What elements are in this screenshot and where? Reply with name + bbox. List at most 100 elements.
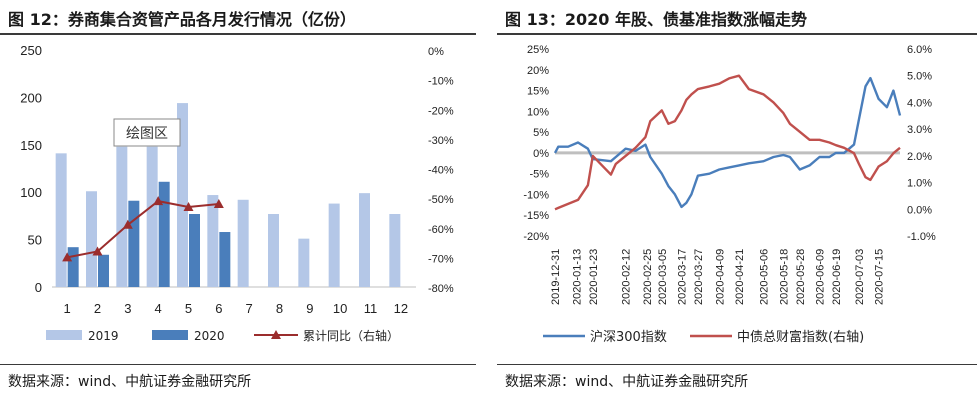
- legend-label-csi300: 沪深300指数: [590, 329, 667, 345]
- y-right-tick-label: -60%: [428, 224, 454, 236]
- right-chart-panel: 图 13：2020 年股、债基准指数涨幅走势 25% 20% 15% 10% 5% 0% -…: [497, 0, 977, 401]
- y-right-tick-label: 2.0%: [907, 151, 932, 163]
- bar-2019: [328, 203, 340, 287]
- y-right-tick-label: 5.0%: [907, 71, 932, 83]
- yoy-marker: [62, 252, 73, 262]
- x-tick-label: 10: [333, 301, 347, 316]
- x-tick-label: 2020-05-28: [795, 249, 807, 305]
- x-tick-label: 2020-03-05: [657, 249, 669, 305]
- legend-swatch-2019: [46, 330, 82, 340]
- yoy-marker: [122, 219, 133, 229]
- bar-2019: [146, 146, 158, 287]
- x-tick-label: 3: [124, 301, 131, 316]
- bar-2019: [55, 153, 67, 287]
- monthly-issuance-chart: 0 50 100 150 200 250 0% -10% -20% -30% -40% -50% -60…: [20, 43, 454, 343]
- x-tick-label: 4: [155, 301, 162, 316]
- x-tick-label: 1: [64, 301, 71, 316]
- x-tick-label: 2020-04-21: [734, 249, 746, 305]
- bar-2019: [268, 214, 279, 287]
- x-tick-label: 8: [276, 301, 283, 316]
- left-chart-panel: 图 12：券商集合资管产品各月发行情况（亿份） 0 50 100 150 200 250 0…: [0, 0, 476, 401]
- y-left-tick-label: 200: [20, 90, 42, 105]
- x-tick-label: 2020-05-06: [759, 249, 771, 305]
- y-left-tick-label: -10%: [523, 189, 549, 201]
- x-tick-label: 2020-03-17: [677, 249, 689, 305]
- bar-2020: [98, 254, 109, 287]
- y-left-tick-label: 0: [35, 280, 42, 295]
- y-left-tick-label: 25%: [527, 44, 549, 56]
- y-right-tick-label: 1.0%: [907, 178, 932, 190]
- bar-2019: [207, 195, 219, 287]
- y-right-tick-label: -20%: [428, 105, 454, 117]
- y-left-tick-label: 20%: [527, 65, 549, 77]
- bar-2020: [158, 181, 170, 287]
- x-tick-label: 2020-05-18: [778, 249, 790, 305]
- y-right-tick-label: -80%: [428, 283, 454, 295]
- yoy-marker: [213, 199, 224, 209]
- y-right-tick-label: 3.0%: [907, 124, 932, 136]
- y-right-tick-label: 0.0%: [907, 204, 932, 216]
- legend-marker-yoy: [271, 330, 281, 339]
- legend-label-bond: 中债总财富指数(右轴): [737, 329, 864, 345]
- bar-2019: [237, 199, 249, 287]
- right-title-rule: [497, 33, 977, 35]
- y-left-tick-label: -20%: [523, 231, 549, 243]
- bar-2019: [177, 103, 188, 287]
- bond-index-line: [554, 74, 901, 211]
- y-right-tick-label: 6.0%: [907, 44, 932, 56]
- left-source-rule: [0, 364, 476, 365]
- y-left-tick-label: -5%: [529, 169, 549, 181]
- yoy-marker: [92, 246, 103, 256]
- x-tick-label: 6: [215, 301, 222, 316]
- x-tick-label: 2020-01-13: [571, 249, 583, 305]
- y-left-tick-label: 50: [28, 233, 42, 248]
- bar-2020: [128, 200, 140, 287]
- yoy-line: [66, 200, 219, 259]
- x-tick-label: 2: [94, 301, 101, 316]
- y-left-tick-label: 10%: [527, 106, 549, 118]
- bar-2020: [219, 232, 231, 287]
- x-tick-label: 5: [185, 301, 192, 316]
- bar-2019: [86, 191, 97, 287]
- right-source-rule: [497, 364, 977, 365]
- bar-2019: [298, 238, 310, 287]
- y-right-tick-label: -40%: [428, 165, 454, 177]
- y-right-tick-label: -10%: [428, 76, 454, 88]
- y-right-tick-label: -1.0%: [907, 231, 936, 243]
- y-left-tick-label: 150: [20, 138, 42, 153]
- y-left-tick-label: 100: [20, 185, 42, 200]
- x-tick-label: 2020-04-09: [714, 249, 726, 305]
- y-left-tick-label: 250: [20, 43, 42, 58]
- x-tick-label: 9: [306, 301, 313, 316]
- legend-label-2019: 2019: [88, 329, 119, 343]
- y-right-tick-label: -70%: [428, 253, 454, 265]
- x-tick-label: 2020-01-23: [588, 249, 600, 305]
- right-chart-title: 图 13：2020 年股、债基准指数涨幅走势: [505, 10, 807, 29]
- y-right-tick-label: -30%: [428, 135, 454, 147]
- x-tick-label: 2020-06-19: [831, 249, 843, 305]
- x-tick-label: 7: [246, 301, 253, 316]
- legend-label-yoy: 累计同比（右轴）: [303, 328, 399, 343]
- y-left-tick-label: 15%: [527, 86, 549, 98]
- x-tick-label: 12: [394, 301, 408, 316]
- x-tick-label: 2020-07-15: [874, 249, 886, 305]
- x-tick-label: 2020-03-27: [693, 249, 705, 305]
- yoy-marker: [153, 196, 164, 206]
- csi300-line: [553, 76, 902, 209]
- left-source-note: 数据来源：wind、中航证券金融研究所: [8, 374, 252, 390]
- left-title-rule: [0, 33, 476, 35]
- x-tick-label: 2020-02-12: [621, 249, 633, 305]
- x-tick-label: 11: [364, 301, 378, 316]
- left-chart-title: 图 12：券商集合资管产品各月发行情况（亿份）: [8, 10, 356, 29]
- right-source-note: 数据来源：wind、中航证券金融研究所: [505, 374, 749, 390]
- y-left-tick-label: 0%: [533, 148, 549, 160]
- index-performance-chart: 25% 20% 15% 10% 5% 0% -5% -10% -15% -20% 6.0% 5.0% 4…: [523, 44, 936, 345]
- legend-label-2020: 2020: [194, 329, 225, 343]
- bar-2019: [389, 214, 401, 287]
- y-right-tick-label: 4.0%: [907, 97, 932, 109]
- x-tick-label: 2020-02-25: [642, 249, 654, 305]
- yoy-marker: [183, 202, 194, 212]
- x-tick-label: 2019-12-31: [550, 249, 562, 305]
- y-left-tick-label: -15%: [523, 210, 549, 222]
- y-left-tick-label: 5%: [533, 127, 549, 139]
